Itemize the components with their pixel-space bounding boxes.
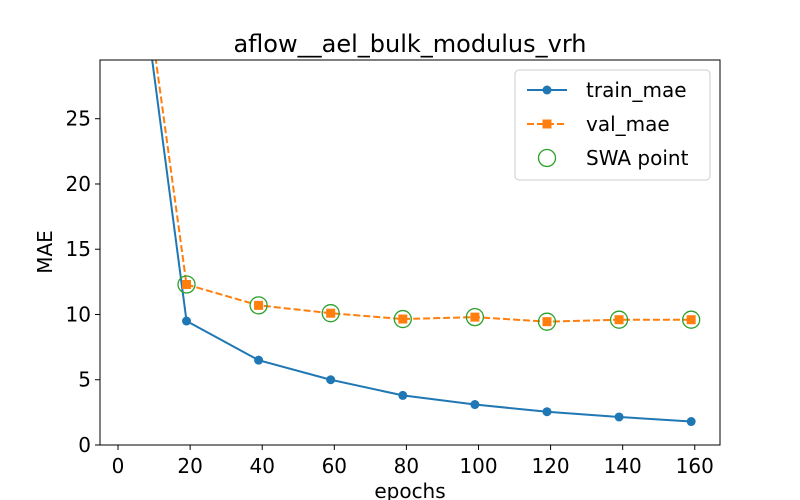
x-tick-label: 160 (676, 454, 714, 478)
legend: train_mae val_mae SWA point (514, 69, 711, 181)
data-point-train_mae (686, 417, 696, 427)
data-point-swa (393, 309, 412, 329)
x-tick-label: 80 (394, 454, 419, 478)
data-point-train_mae (182, 316, 192, 326)
data-point-swa (609, 310, 629, 329)
x-tick-label: 40 (249, 454, 274, 478)
y-tick-label: 20 (66, 172, 91, 196)
data-point-swa (682, 310, 701, 329)
legend-marker-swa (537, 148, 557, 168)
data-point-train_mae (614, 412, 624, 422)
data-point-val_mae (470, 312, 480, 322)
data-point-train_mae (398, 390, 408, 400)
y-tick-label: 15 (66, 237, 91, 261)
data-point-train_mae (326, 375, 336, 385)
data-point-val_mae (182, 279, 192, 289)
y-tick-label: 25 (66, 107, 91, 131)
data-point-val_mae (686, 315, 696, 325)
data-point-swa (321, 304, 340, 323)
data-point-swa (177, 275, 196, 294)
data-point-swa (249, 296, 268, 315)
y-tick-label: 5 (78, 368, 91, 392)
chart-title: aflow__ael_bulk_modulus_vrh (233, 30, 586, 58)
series-line-val_mae (154, 60, 692, 323)
data-point-swa (465, 307, 485, 327)
plot-frame (99, 59, 721, 446)
legend-label: SWA point (586, 146, 689, 170)
x-tick-label: 60 (322, 454, 347, 478)
legend-frame (514, 69, 711, 181)
y-tick-label: 0 (78, 433, 91, 457)
data-point-train_mae (542, 407, 552, 417)
x-tick-label: 100 (459, 454, 497, 478)
data-point-train_mae (470, 400, 480, 410)
data-point-val_mae (614, 315, 624, 325)
y-axis-label: MAE (33, 230, 57, 274)
data-point-val_mae (542, 317, 552, 327)
legend-marker-val_mae (542, 119, 552, 129)
axes: 0 20 40 60 80 100 120 140 160 0 5 10 15 20 25 (66, 59, 721, 478)
data-point-val_mae (398, 314, 408, 324)
data-point-swa (537, 312, 557, 331)
y-tick-label: 10 (66, 302, 91, 326)
legend-label: val_mae (586, 112, 670, 136)
x-tick-label: 20 (177, 454, 202, 478)
x-axis-label: epochs (374, 479, 445, 500)
data-point-val_mae (254, 300, 264, 310)
legend-marker-train_mae (542, 85, 552, 95)
x-tick-label: 140 (604, 454, 642, 478)
x-tick-label: 120 (531, 454, 569, 478)
legend-label: train_mae (586, 78, 687, 102)
data-point-train_mae (254, 355, 264, 365)
x-tick-label: 0 (112, 454, 125, 478)
data-point-val_mae (326, 308, 336, 318)
